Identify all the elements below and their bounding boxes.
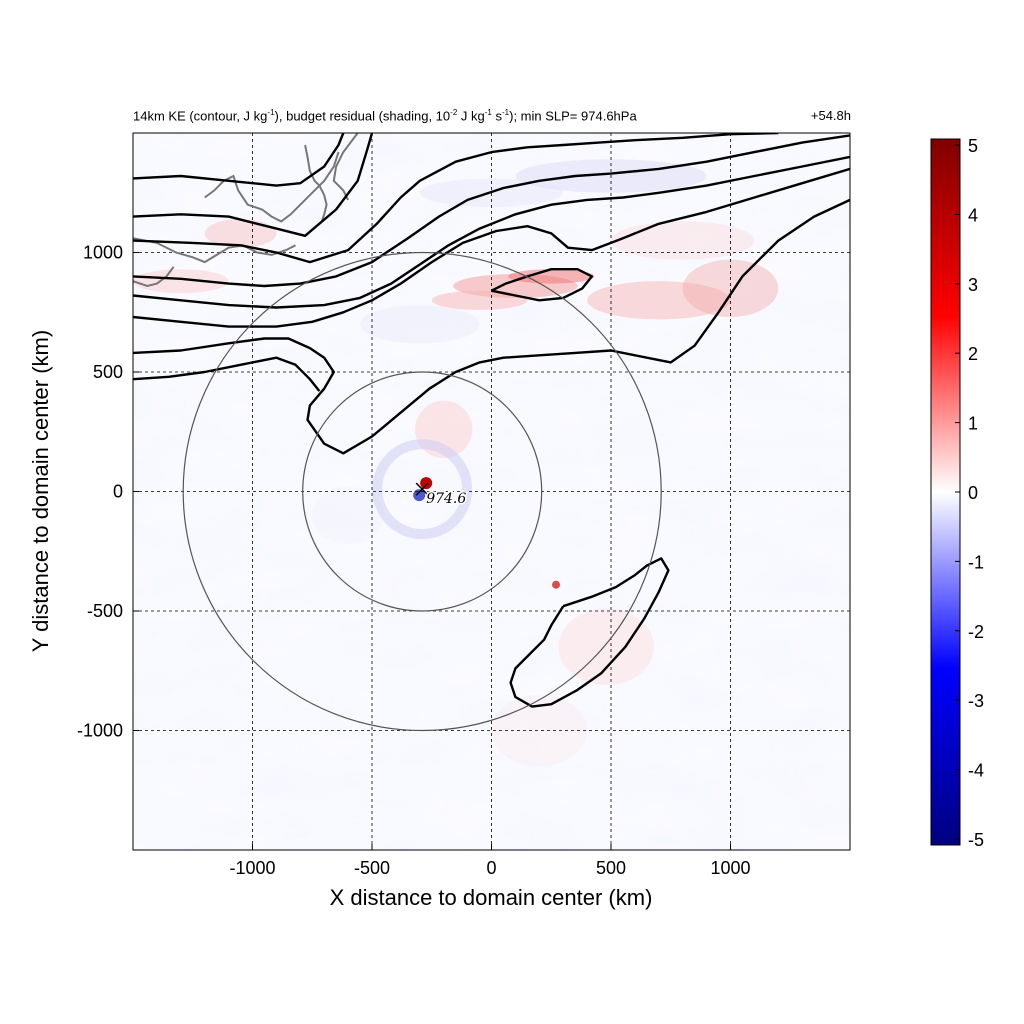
- colorbar: 5 4 3 2 1 0 -1 -2 -3 -4 -5: [930, 136, 984, 850]
- shading-patch: [431, 290, 528, 310]
- vortex-negative: [413, 489, 426, 502]
- colorbar-tick-label: 2: [968, 344, 978, 364]
- shading-patch: [360, 305, 480, 344]
- x-tick-label: -1000: [229, 858, 275, 878]
- residual-shading: [133, 159, 779, 767]
- forecast-hour-label: +54.8h: [810, 108, 851, 123]
- title-sup: -2: [450, 108, 458, 117]
- colorbar-tick-label: 3: [968, 275, 978, 295]
- title-sup: -1: [484, 108, 492, 117]
- residual-shading-texture: [133, 133, 850, 850]
- range-ring: [302, 371, 543, 612]
- colorbar-tick-label: 1: [968, 414, 978, 434]
- title-sup: -1: [267, 108, 275, 117]
- ke-contour-line: [133, 155, 850, 309]
- plot-area: 974.6 -1000 -500 0 500 1000 -1000 -500 0 500 100…: [28, 132, 851, 910]
- title-part: ), budget residual (shading, 10: [274, 108, 451, 124]
- y-axis-label: Y distance to domain center (km): [28, 330, 53, 652]
- ke-contour-line: [133, 198, 850, 455]
- shading-patch: [491, 694, 588, 767]
- chart-title: 14km KE (contour, J kg-1), budget residu…: [133, 108, 637, 123]
- shading-patch: [682, 259, 779, 318]
- colorbar-tick-label: -1: [968, 552, 984, 572]
- colorbar-tick-label: 4: [968, 205, 978, 225]
- shading-spot: [552, 580, 561, 589]
- ke-contour-line: [133, 167, 850, 328]
- coastline: [133, 237, 296, 264]
- x-tick-label: -500: [354, 858, 390, 878]
- title-part: 14km KE (contour, J kg: [133, 108, 268, 124]
- colorbar-ticks: 5 4 3 2 1 0 -1 -2 -3 -4 -5: [955, 136, 984, 850]
- ke-contours: [133, 133, 850, 708]
- shading-patch: [587, 281, 731, 320]
- vortex-halo: [372, 439, 473, 540]
- ke-contour-line: [133, 133, 779, 264]
- shading-patch: [558, 608, 655, 686]
- coastline: [304, 144, 328, 222]
- ke-contour-line: [133, 356, 321, 392]
- colorbar-tick-label: -4: [968, 761, 984, 781]
- title-part: s: [491, 108, 502, 124]
- x-tick-label: 500: [596, 858, 626, 878]
- storm-center: 974.6: [415, 482, 468, 509]
- colorbar-tick-label: 0: [968, 483, 978, 503]
- x-tick-label: 1000: [710, 858, 750, 878]
- range-rings: [182, 251, 662, 732]
- shading-patch: [204, 219, 277, 248]
- colorbar-tick-label: -5: [968, 830, 984, 850]
- ke-contour-line: [133, 134, 850, 288]
- coastline: [332, 133, 359, 201]
- title-sup: -1: [502, 108, 510, 117]
- x-axis-label: X distance to domain center (km): [330, 885, 653, 910]
- colorbar-tick-label: -2: [968, 622, 984, 642]
- shading-patch: [508, 269, 595, 284]
- y-tick-label: -500: [87, 601, 123, 621]
- x-axis-ticks: -1000 -500 0 500 1000: [229, 844, 751, 878]
- ke-contour-line: [133, 133, 374, 237]
- vortex-positive: [420, 477, 433, 490]
- ke-contour-line: [490, 268, 594, 302]
- colorbar-tick-label: 5: [968, 136, 978, 156]
- center-x-icon: [415, 482, 429, 496]
- y-tick-label: 1000: [83, 243, 123, 263]
- ke-contour-line: [133, 133, 345, 187]
- range-ring: [182, 251, 662, 732]
- shading-patch: [611, 221, 755, 260]
- coastline: [133, 266, 175, 288]
- colorbar-tick-label: -3: [968, 691, 984, 711]
- title-part: ); min SLP= 974.6hPa: [509, 108, 637, 124]
- y-tick-label: 0: [113, 482, 123, 502]
- coastlines: [133, 133, 359, 288]
- x-tick-label: 0: [486, 858, 496, 878]
- shading-patch: [312, 486, 384, 545]
- y-tick-label: -1000: [77, 721, 123, 741]
- y-axis-ticks: -1000 -500 0 500 1000: [77, 243, 139, 741]
- shading-patch: [133, 269, 229, 294]
- y-tick-label: 500: [93, 362, 123, 382]
- ke-contour-line: [509, 557, 670, 708]
- min-slp-label: 974.6: [426, 491, 466, 507]
- title-part: J kg: [457, 108, 485, 124]
